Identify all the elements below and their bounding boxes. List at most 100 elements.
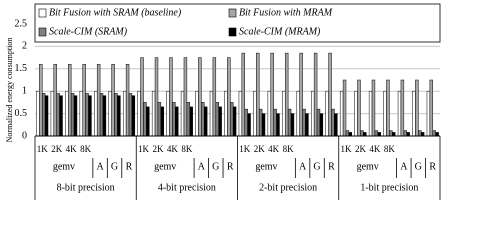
bar (305, 113, 309, 137)
x-tick-label: 1K (138, 144, 150, 154)
y-tick-label: 0 (22, 130, 27, 141)
x-subgroup-label: gemv (357, 161, 379, 172)
bar (218, 106, 222, 137)
bar (169, 57, 173, 137)
x-group-label: 8-bit precision (57, 182, 115, 193)
bar (429, 79, 434, 137)
bar (389, 130, 393, 137)
x-tick-label: 2K (355, 144, 367, 154)
bar (94, 90, 98, 137)
x-group-label: 2-bit precision (259, 182, 317, 193)
bar (36, 90, 40, 137)
x-subgroup-label: gemv (154, 161, 176, 172)
bar (348, 132, 353, 137)
bar (85, 93, 89, 137)
bar (183, 57, 188, 137)
bar (316, 108, 321, 137)
y-tick-label: 1.5 (15, 63, 28, 74)
bar (140, 57, 144, 137)
legend-swatch (38, 27, 47, 37)
x-tick-label: 8K (80, 144, 92, 154)
bar (287, 108, 292, 137)
bar (203, 106, 208, 137)
x-tick-label: 8K (181, 144, 193, 154)
bar (339, 90, 344, 137)
bar (53, 64, 57, 137)
x-tick-label: G (415, 161, 422, 172)
bar (99, 93, 104, 137)
bar (79, 90, 83, 137)
bar (374, 130, 379, 137)
x-tick-label: A (96, 161, 104, 172)
bar (363, 132, 367, 137)
legend-swatch (38, 8, 47, 18)
y-tick-label: 2 (22, 41, 27, 52)
legend-label: Scale-CIM (MRAM) (239, 26, 321, 37)
legend-swatch (228, 27, 237, 37)
bar (212, 57, 217, 137)
x-tick-label: 2K (152, 144, 164, 154)
x-tick-label: 4K (369, 144, 381, 154)
x-tick-label: A (299, 161, 307, 172)
bar (88, 95, 92, 137)
bar (151, 90, 156, 137)
bar (258, 108, 263, 137)
bar (189, 106, 193, 137)
x-tick-label: G (212, 161, 219, 172)
bar (377, 132, 381, 137)
bar (261, 113, 266, 137)
bar (198, 57, 202, 137)
bar (102, 95, 107, 137)
bar (273, 108, 277, 137)
y-axis-title: Normalized energy consumption (5, 38, 14, 143)
bar (426, 90, 431, 137)
bar (175, 106, 179, 137)
bar (195, 90, 199, 137)
x-tick-label: A (400, 161, 408, 172)
legend-box (34, 3, 441, 43)
y-tick-label: 2.5 (15, 18, 28, 29)
bar (68, 64, 72, 137)
bar (209, 90, 214, 137)
bar (415, 79, 419, 137)
legend-label: Bit Fusion with MRAM (239, 7, 333, 18)
bar (166, 90, 170, 137)
bar (406, 132, 410, 137)
bar (311, 90, 315, 137)
bar (383, 90, 387, 137)
x-tick-label: 1K (37, 144, 49, 154)
x-tick-label: 2K (254, 144, 266, 154)
x-subgroup-label: gemv (255, 161, 277, 172)
bar (215, 102, 219, 137)
bar (247, 113, 251, 137)
bar (128, 93, 133, 137)
bar (325, 90, 329, 137)
bar (230, 102, 234, 137)
x-tick-label: 1K (340, 144, 352, 154)
bar (70, 93, 75, 137)
x-tick-label: R (429, 161, 436, 172)
x-tick-label: R (126, 161, 133, 172)
bar (56, 93, 60, 137)
bar (131, 95, 136, 137)
bar (137, 90, 141, 137)
bar (82, 64, 86, 137)
bar (114, 93, 118, 137)
bar (420, 132, 425, 137)
bar (412, 90, 416, 137)
bar (41, 93, 46, 137)
bar (368, 90, 373, 137)
bar (357, 79, 361, 137)
bar (403, 130, 407, 137)
bar (290, 113, 295, 137)
bar (154, 57, 159, 137)
bar (284, 52, 289, 137)
bar (143, 102, 147, 137)
y-tick-label: 0.5 (15, 108, 28, 119)
bar (157, 102, 162, 137)
bar (122, 90, 127, 137)
bar (146, 106, 150, 137)
x-tick-label: 4K (66, 144, 78, 154)
bar (224, 90, 228, 137)
bar (227, 57, 231, 137)
